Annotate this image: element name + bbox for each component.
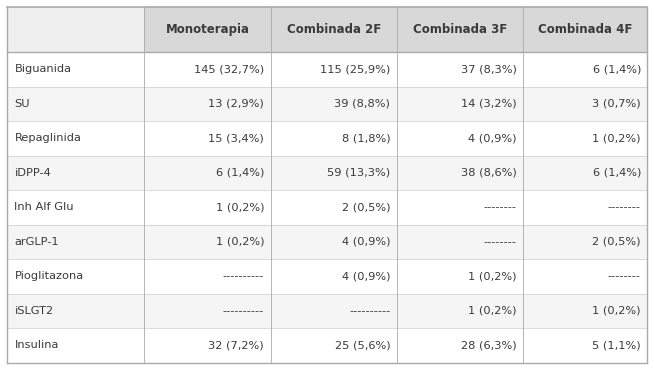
Text: 38 (8,6%): 38 (8,6%) [461, 168, 517, 178]
Text: 15 (3,4%): 15 (3,4%) [209, 134, 264, 144]
Text: 6 (1,4%): 6 (1,4%) [593, 168, 641, 178]
Text: --------: -------- [608, 202, 641, 212]
Bar [523, 52, 647, 87]
Bar [523, 156, 647, 190]
Text: 5 (1,1%): 5 (1,1%) [593, 340, 641, 350]
Text: 32 (7,2%): 32 (7,2%) [209, 340, 264, 350]
Text: 145 (32,7%): 145 (32,7%) [194, 64, 264, 74]
Bar [145, 7, 271, 52]
Text: --------: -------- [483, 202, 517, 212]
Bar [271, 328, 397, 363]
Text: Monoterapia: Monoterapia [165, 23, 249, 36]
Text: 25 (5,6%): 25 (5,6%) [335, 340, 390, 350]
Text: Pioglitazona: Pioglitazona [14, 271, 84, 282]
Text: 39 (8,8%): 39 (8,8%) [334, 99, 390, 109]
Bar [7, 7, 145, 52]
Bar [523, 121, 647, 156]
Text: 1 (0,2%): 1 (0,2%) [593, 306, 641, 316]
Bar [7, 121, 145, 156]
Bar [7, 190, 145, 225]
Bar [397, 156, 523, 190]
Bar [145, 52, 271, 87]
Text: 14 (3,2%): 14 (3,2%) [461, 99, 517, 109]
Text: 28 (6,3%): 28 (6,3%) [461, 340, 517, 350]
Text: Combinada 4F: Combinada 4F [538, 23, 632, 36]
Text: 1 (0,2%): 1 (0,2%) [468, 306, 517, 316]
Text: ----------: ---------- [223, 306, 264, 316]
Text: 4 (0,9%): 4 (0,9%) [468, 134, 517, 144]
Text: 3 (0,7%): 3 (0,7%) [593, 99, 641, 109]
Text: ----------: ---------- [349, 306, 390, 316]
Text: 2 (0,5%): 2 (0,5%) [593, 237, 641, 247]
Bar [397, 121, 523, 156]
Text: 2 (0,5%): 2 (0,5%) [342, 202, 390, 212]
Bar [397, 52, 523, 87]
Bar [271, 156, 397, 190]
Bar [145, 121, 271, 156]
Bar [397, 259, 523, 294]
Bar [397, 87, 523, 121]
Bar [523, 190, 647, 225]
Bar [397, 225, 523, 259]
Bar [523, 294, 647, 328]
Text: 59 (13,3%): 59 (13,3%) [327, 168, 390, 178]
Text: SU: SU [14, 99, 30, 109]
Bar [271, 259, 397, 294]
Text: Biguanida: Biguanida [14, 64, 71, 74]
Text: 4 (0,9%): 4 (0,9%) [342, 237, 390, 247]
Bar [7, 52, 145, 87]
Bar [145, 225, 271, 259]
Bar [271, 225, 397, 259]
Bar [271, 190, 397, 225]
Text: 1 (0,2%): 1 (0,2%) [468, 271, 517, 282]
Text: 6 (1,4%): 6 (1,4%) [216, 168, 264, 178]
Text: 4 (0,9%): 4 (0,9%) [342, 271, 390, 282]
Bar [397, 190, 523, 225]
Bar [145, 87, 271, 121]
Bar [7, 156, 145, 190]
Bar [397, 328, 523, 363]
Bar [397, 7, 523, 52]
Text: Combinada 2F: Combinada 2F [286, 23, 381, 36]
Bar [271, 87, 397, 121]
Bar [523, 259, 647, 294]
Bar [397, 294, 523, 328]
Text: --------: -------- [608, 271, 641, 282]
Bar [7, 328, 145, 363]
Text: 1 (0,2%): 1 (0,2%) [216, 237, 264, 247]
Bar [145, 259, 271, 294]
Bar [523, 87, 647, 121]
Text: 115 (25,9%): 115 (25,9%) [320, 64, 390, 74]
Bar [523, 7, 647, 52]
Bar [523, 225, 647, 259]
Text: iSLGT2: iSLGT2 [14, 306, 54, 316]
Bar [145, 156, 271, 190]
Text: Insulina: Insulina [14, 340, 59, 350]
Bar [7, 225, 145, 259]
Text: Repaglinida: Repaglinida [14, 134, 81, 144]
Bar [271, 7, 397, 52]
Text: Combinada 3F: Combinada 3F [413, 23, 507, 36]
Bar [145, 190, 271, 225]
Bar [271, 294, 397, 328]
Text: 6 (1,4%): 6 (1,4%) [593, 64, 641, 74]
Bar [7, 259, 145, 294]
Text: 1 (0,2%): 1 (0,2%) [593, 134, 641, 144]
Bar [523, 328, 647, 363]
Text: 13 (2,9%): 13 (2,9%) [209, 99, 264, 109]
Text: 37 (8,3%): 37 (8,3%) [460, 64, 517, 74]
Bar [7, 294, 145, 328]
Text: 1 (0,2%): 1 (0,2%) [216, 202, 264, 212]
Text: --------: -------- [483, 237, 517, 247]
Bar [271, 121, 397, 156]
Bar [271, 52, 397, 87]
Bar [145, 294, 271, 328]
Text: arGLP-1: arGLP-1 [14, 237, 59, 247]
Bar [7, 87, 145, 121]
Text: ----------: ---------- [223, 271, 264, 282]
Bar [145, 328, 271, 363]
Text: 8 (1,8%): 8 (1,8%) [341, 134, 390, 144]
Text: iDPP-4: iDPP-4 [14, 168, 51, 178]
Text: Inh Alf Glu: Inh Alf Glu [14, 202, 74, 212]
